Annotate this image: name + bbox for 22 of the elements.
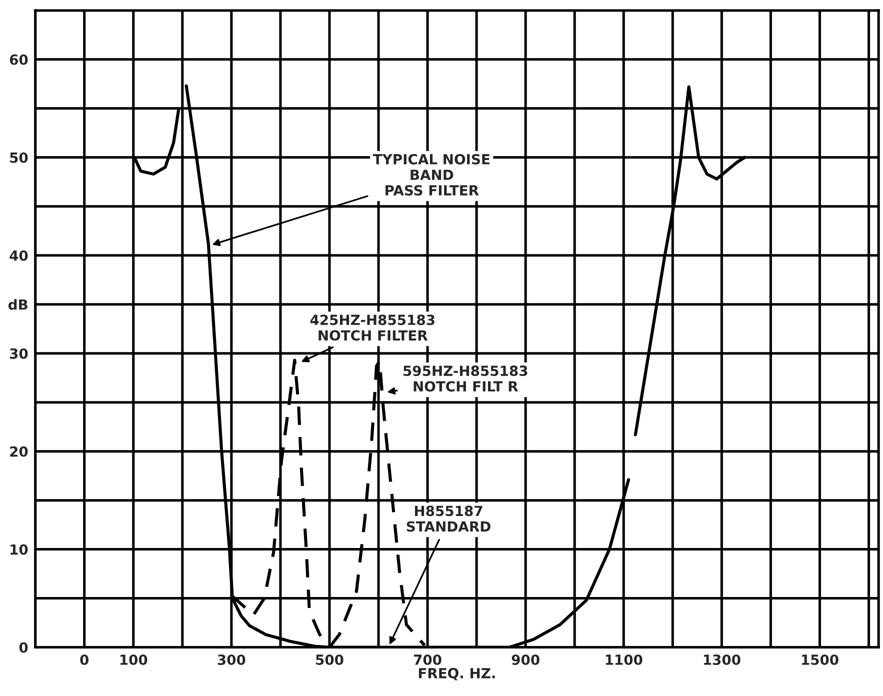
x-tick-label: 700 (414, 654, 442, 665)
y-tick-label: 50 (10, 152, 28, 163)
annotation: 595HZ-H855183 NOTCH FILT R (404, 366, 528, 392)
annotation: H855187 STANDARD (406, 506, 490, 532)
x-tick-label: 500 (316, 654, 344, 665)
x-tick-label: 0 (80, 654, 89, 665)
x-tick-label: 300 (218, 654, 246, 665)
x-tick-label: 900 (512, 654, 540, 665)
y-tick-label: dB (8, 299, 28, 310)
y-tick-label: 10 (10, 544, 28, 555)
y-tick-label: 60 (10, 54, 28, 65)
x-axis-title: FREQ. HZ. (418, 668, 495, 680)
x-tick-label: 100 (120, 654, 148, 665)
annotation: 425HZ-H855183 NOTCH FILTER (310, 314, 434, 341)
x-tick-label: 1500 (802, 654, 838, 665)
y-tick-label: 30 (10, 348, 28, 359)
annotation: TYPICAL NOISE BAND PASS FILTER (372, 154, 490, 196)
x-tick-label: 1100 (606, 654, 642, 665)
x-tick-label: 1300 (704, 654, 740, 665)
y-tick-label: 20 (10, 446, 28, 457)
y-tick-label: 0 (19, 642, 28, 653)
y-tick-label: 40 (10, 250, 28, 261)
